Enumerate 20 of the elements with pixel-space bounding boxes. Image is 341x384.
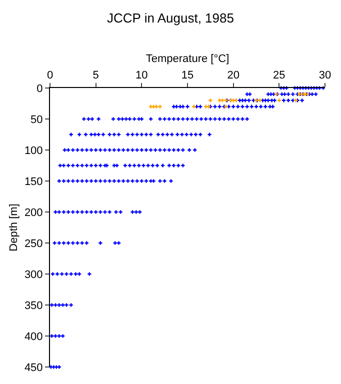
x-tick-label: 25 [273, 70, 286, 82]
y-tick-label: 100 [24, 144, 43, 157]
x-tick-label: 0 [46, 70, 54, 82]
x-axis-title: Temperature [°C] [146, 53, 230, 66]
y-tick-label: 250 [24, 238, 43, 250]
y-tick-label: 150 [24, 176, 43, 188]
x-tick-label: 15 [181, 70, 194, 82]
y-tick-label: 50 [30, 114, 43, 126]
y-tick-label: 450 [24, 362, 43, 374]
x-tick-label: 30 [318, 70, 332, 82]
x-tick-label: 5 [92, 70, 99, 82]
y-tick-label: 400 [24, 330, 43, 343]
y-tick-label: 200 [24, 206, 43, 219]
y-tick-label: 0 [36, 82, 43, 95]
chart-title: JCCP in August, 1985 [107, 10, 234, 26]
y-axis-title: Depth [m] [8, 204, 20, 252]
x-tick-label: 10 [136, 70, 148, 82]
x-tick-label: 20 [227, 70, 240, 82]
y-tick-label: 300 [24, 268, 43, 281]
y-tick-label: 350 [24, 300, 43, 312]
